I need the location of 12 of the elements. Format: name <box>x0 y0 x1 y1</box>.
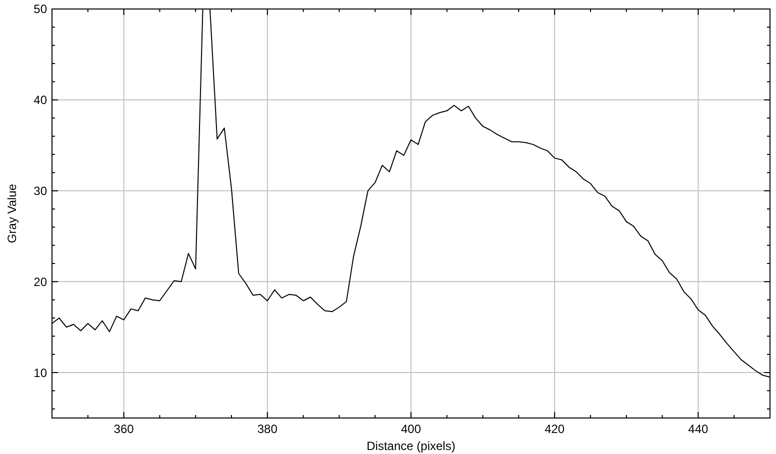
y-tick-label: 10 <box>34 366 48 380</box>
x-axis-title: Distance (pixels) <box>366 439 456 453</box>
x-tick-label: 360 <box>114 422 134 436</box>
y-tick-label: 50 <box>34 2 48 16</box>
y-tick-label: 20 <box>34 274 48 289</box>
y-tick-label: 30 <box>34 184 48 198</box>
y-tick-label: 40 <box>34 93 48 108</box>
x-tick-label: 400 <box>400 422 422 436</box>
y-axis-title: Gray Value <box>5 184 19 244</box>
x-tick-label: 440 <box>688 422 709 436</box>
x-tick-label: 420 <box>544 422 565 436</box>
x-tick-label: 380 <box>257 422 278 436</box>
